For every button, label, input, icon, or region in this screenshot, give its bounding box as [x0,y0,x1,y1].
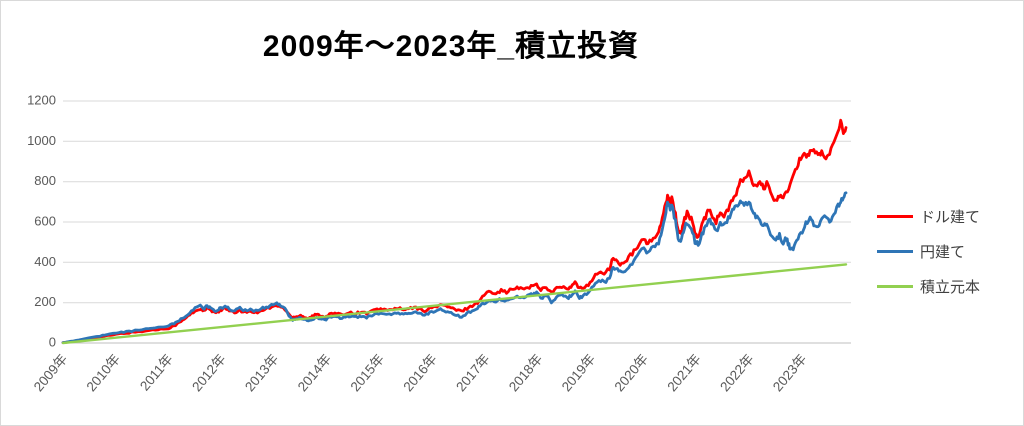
legend-label-principal: 積立元本 [920,279,981,296]
legend-line-swatch-usd [877,215,913,218]
x-axis-label: 2020年 [612,351,651,394]
x-axis-label: 2019年 [559,351,598,394]
y-axis-label: 1200 [27,92,56,107]
x-axis-label: 2017年 [453,351,492,394]
x-axis-label: 2015年 [348,351,387,394]
y-axis-label: 200 [34,294,56,309]
legend-line-swatch-principal [877,285,913,288]
legend-item-usd: ドル建て [877,199,980,234]
x-axis-label: 2012年 [189,351,228,394]
legend-item-jpy: 円建て [877,234,980,269]
series-line-principal [61,263,848,345]
x-axis-label: 2016年 [400,351,439,394]
x-axis-label: 2021年 [664,351,703,394]
chart-title: 2009年〜2023年_積立投資 [262,30,640,63]
legend-label-jpy: 円建て [920,244,966,261]
legend: ドル建て 円建て 積立元本 [877,199,980,304]
x-axis-label: 2018年 [506,351,545,394]
x-axis-label: 2023年 [770,351,809,394]
x-axis-label: 2014年 [295,351,334,394]
legend-label-usd: ドル建て [920,209,981,226]
y-axis-label: 400 [34,254,56,269]
y-axis-label: 800 [34,173,56,188]
legend-line-swatch-jpy [877,250,913,253]
series-line-jpy [61,191,848,344]
x-axis-label: 2011年 [137,351,176,393]
legend-item-principal: 積立元本 [877,269,980,304]
y-axis-label: 600 [34,213,56,228]
y-axis-label: 0 [49,334,56,349]
x-axis-label: 2010年 [84,351,123,394]
x-axis-label: 2022年 [717,351,756,394]
series-line-usd [61,118,848,344]
x-axis-label: 2009年 [31,351,70,394]
x-axis-label: 2013年 [242,351,281,394]
y-axis-label: 1000 [27,133,56,148]
